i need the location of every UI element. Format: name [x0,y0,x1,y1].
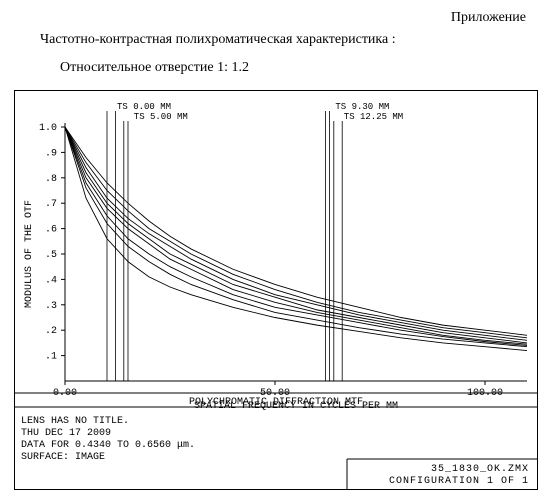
svg-text:.2: .2 [45,326,57,337]
svg-text:.5: .5 [45,250,57,261]
title-sub: Относительное отверстие 1: 1.2 [60,60,249,76]
svg-text:35_1830_OK.ZMX: 35_1830_OK.ZMX [431,464,529,475]
plot-frame: .1.2.3.4.5.6.7.8.91.00.0050.00100.00SPAT… [14,90,538,490]
svg-text:MODULUS OF THE OTF: MODULUS OF THE OTF [24,200,35,308]
svg-text:.1: .1 [45,352,57,363]
svg-text:CONFIGURATION 1 OF 1: CONFIGURATION 1 OF 1 [389,476,529,487]
svg-text:.6: .6 [45,225,57,236]
svg-text:TS 9.30 MM: TS 9.30 MM [335,102,389,112]
svg-text:1.0: 1.0 [39,123,57,134]
svg-text:SURFACE: IMAGE: SURFACE: IMAGE [21,452,105,463]
svg-text:THU DEC 17 2009: THU DEC 17 2009 [21,428,111,439]
svg-text:.9: .9 [45,148,57,159]
svg-text:.4: .4 [45,275,57,286]
svg-text:POLYCHROMATIC DIFFRACTION MTF: POLYCHROMATIC DIFFRACTION MTF [189,397,363,408]
svg-text:.7: .7 [45,199,57,210]
svg-text:TS 12.25 MM: TS 12.25 MM [344,112,403,122]
svg-text:DATA FOR 0.4340 TO 0.6560 μm.: DATA FOR 0.4340 TO 0.6560 μm. [21,440,195,451]
appendix-label: Приложение [451,10,526,26]
title-main: Частотно-контрастная полихроматическая х… [40,32,396,48]
svg-text:.3: .3 [45,301,57,312]
svg-text:.8: .8 [45,174,57,185]
svg-text:TS 0.00 MM: TS 0.00 MM [117,102,171,112]
svg-text:LENS HAS NO TITLE.: LENS HAS NO TITLE. [21,416,129,427]
svg-text:TS 5.00 MM: TS 5.00 MM [134,112,188,122]
mtf-chart: .1.2.3.4.5.6.7.8.91.00.0050.00100.00SPAT… [15,91,537,489]
